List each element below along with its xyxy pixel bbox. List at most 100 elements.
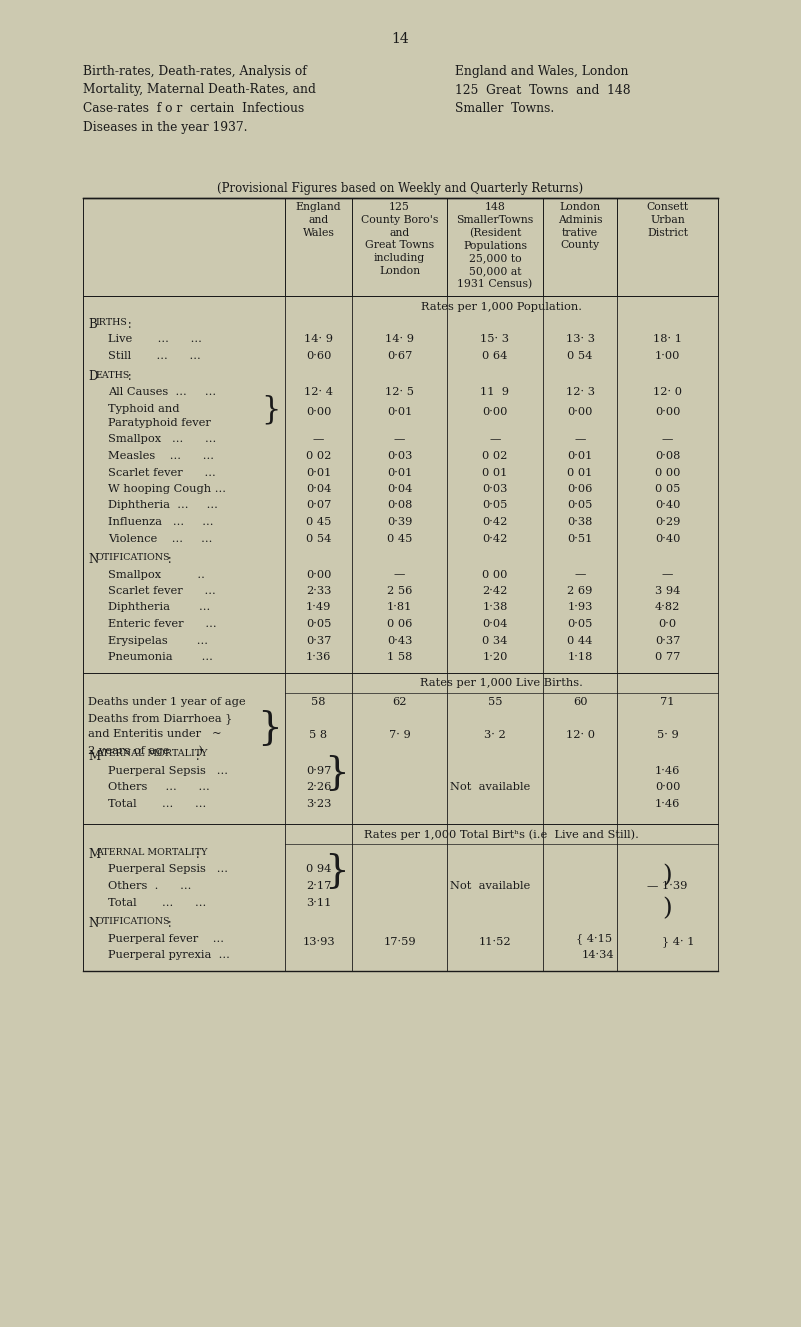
Text: 0·03: 0·03 <box>387 451 413 460</box>
Text: 55: 55 <box>488 697 502 707</box>
Text: Scarlet fever      ...: Scarlet fever ... <box>108 467 215 478</box>
Text: 0·39: 0·39 <box>387 518 413 527</box>
Text: England and Wales, London
125  Great  Towns  and  148
Smaller  Towns.: England and Wales, London 125 Great Town… <box>455 65 630 115</box>
Text: Puerperal Sepsis   ...: Puerperal Sepsis ... <box>108 766 228 776</box>
Text: 1·00: 1·00 <box>654 352 680 361</box>
Text: }: } <box>324 755 349 792</box>
Text: 0·42: 0·42 <box>482 533 508 544</box>
Text: 71: 71 <box>660 697 674 707</box>
Text: 11·52: 11·52 <box>479 937 511 946</box>
Text: 0·00: 0·00 <box>654 783 680 792</box>
Text: 0 00: 0 00 <box>482 569 508 580</box>
Text: 3· 2: 3· 2 <box>484 730 506 740</box>
Text: 12· 5: 12· 5 <box>385 387 414 397</box>
Text: Scarlet fever      ...: Scarlet fever ... <box>108 587 215 596</box>
Text: 5 8: 5 8 <box>309 730 328 740</box>
Text: :: : <box>124 318 131 330</box>
Text: 58: 58 <box>312 697 326 707</box>
Text: 14·34: 14·34 <box>582 950 614 959</box>
Text: 1·20: 1·20 <box>482 652 508 662</box>
Text: 0 94: 0 94 <box>306 864 331 874</box>
Text: :: : <box>163 553 171 567</box>
Text: 3 94: 3 94 <box>654 587 680 596</box>
Text: 14· 9: 14· 9 <box>304 334 333 345</box>
Text: 0·05: 0·05 <box>567 618 593 629</box>
Text: 0 34: 0 34 <box>482 636 508 645</box>
Text: Deaths from Diarrhoea }: Deaths from Diarrhoea } <box>88 714 232 725</box>
Text: 0 44: 0 44 <box>567 636 593 645</box>
Text: Enteric fever      ...: Enteric fever ... <box>108 618 216 629</box>
Text: 2 69: 2 69 <box>567 587 593 596</box>
Text: 2·17: 2·17 <box>306 881 331 890</box>
Text: 12· 3: 12· 3 <box>566 387 594 397</box>
Text: }: } <box>262 394 281 425</box>
Text: 12· 4: 12· 4 <box>304 387 333 397</box>
Text: 2·42: 2·42 <box>482 587 508 596</box>
Text: 1·93: 1·93 <box>567 602 593 613</box>
Text: 0·00: 0·00 <box>306 407 331 417</box>
Text: 0·37: 0·37 <box>654 636 680 645</box>
Text: 0·05: 0·05 <box>567 500 593 511</box>
Text: Influenza   ...     ...: Influenza ... ... <box>108 518 214 527</box>
Text: Puerperal fever    ...: Puerperal fever ... <box>108 933 224 943</box>
Text: Paratyphoid fever: Paratyphoid fever <box>108 418 211 429</box>
Text: 18· 1: 18· 1 <box>653 334 682 345</box>
Text: 0 06: 0 06 <box>387 618 413 629</box>
Text: 0·97: 0·97 <box>306 766 331 776</box>
Text: 125
County Boro's
and
Great Towns
including
London: 125 County Boro's and Great Towns includ… <box>360 202 438 276</box>
Text: 1 58: 1 58 <box>387 652 413 662</box>
Text: 11  9: 11 9 <box>481 387 509 397</box>
Text: 0 01: 0 01 <box>567 467 593 478</box>
Text: 1·46: 1·46 <box>654 766 680 776</box>
Text: Puerperal pyrexia  ...: Puerperal pyrexia ... <box>108 950 230 959</box>
Text: 0 02: 0 02 <box>482 451 508 460</box>
Text: 0·08: 0·08 <box>387 500 413 511</box>
Text: 0·43: 0·43 <box>387 636 413 645</box>
Text: 5· 9: 5· 9 <box>657 730 678 740</box>
Text: 0·40: 0·40 <box>654 533 680 544</box>
Text: 3·11: 3·11 <box>306 897 331 908</box>
Text: 0 05: 0 05 <box>654 484 680 494</box>
Text: 14: 14 <box>392 32 409 46</box>
Text: D: D <box>88 370 98 384</box>
Text: ATERNAL MORTALITY: ATERNAL MORTALITY <box>95 750 207 759</box>
Text: Erysipelas        ...: Erysipelas ... <box>108 636 208 645</box>
Text: Rates per 1,000 Live Births.: Rates per 1,000 Live Births. <box>420 678 583 689</box>
Text: 0 54: 0 54 <box>306 533 331 544</box>
Text: 0·60: 0·60 <box>306 352 331 361</box>
Text: Typhoid and: Typhoid and <box>108 403 179 414</box>
Text: —: — <box>574 569 586 580</box>
Text: 0·00: 0·00 <box>567 407 593 417</box>
Text: 0 01: 0 01 <box>482 467 508 478</box>
Text: OTIFICATIONS: OTIFICATIONS <box>95 917 171 926</box>
Text: 0·04: 0·04 <box>387 484 413 494</box>
Text: Others     ...      ...: Others ... ... <box>108 783 210 792</box>
Text: (Provisional Figures based on Weekly and Quarterly Returns): (Provisional Figures based on Weekly and… <box>217 182 584 195</box>
Text: 0·38: 0·38 <box>567 518 593 527</box>
Text: { 4·15: { 4·15 <box>576 933 612 945</box>
Text: }: } <box>257 710 282 747</box>
Text: :: : <box>192 750 199 763</box>
Text: 0·05: 0·05 <box>306 618 331 629</box>
Text: 14· 9: 14· 9 <box>385 334 414 345</box>
Text: 0·00: 0·00 <box>654 407 680 417</box>
Text: 15· 3: 15· 3 <box>481 334 509 345</box>
Text: 0·40: 0·40 <box>654 500 680 511</box>
Text: 0·0: 0·0 <box>658 618 677 629</box>
Text: N: N <box>88 917 99 930</box>
Text: Not  available: Not available <box>449 783 530 792</box>
Text: Violence    ...     ...: Violence ... ... <box>108 533 212 544</box>
Text: :: : <box>163 917 171 930</box>
Text: 7· 9: 7· 9 <box>388 730 410 740</box>
Text: ATERNAL MORTALITY: ATERNAL MORTALITY <box>95 848 207 857</box>
Text: OTIFICATIONS: OTIFICATIONS <box>95 553 171 563</box>
Text: 148
SmallerTowns
(Resident
Populations
25,000 to
50,000 at
1931 Census): 148 SmallerTowns (Resident Populations 2… <box>457 202 533 289</box>
Text: Smallpox          ..: Smallpox .. <box>108 569 205 580</box>
Text: M: M <box>88 848 100 861</box>
Text: Rates per 1,000 Total Birtʰs (i.e  Live and Still).: Rates per 1,000 Total Birtʰs (i.e Live a… <box>364 829 639 840</box>
Text: 0·03: 0·03 <box>482 484 508 494</box>
Text: 1·36: 1·36 <box>306 652 331 662</box>
Text: B: B <box>88 318 97 330</box>
Text: Pneumonia        ...: Pneumonia ... <box>108 652 213 662</box>
Text: 1·49: 1·49 <box>306 602 331 613</box>
